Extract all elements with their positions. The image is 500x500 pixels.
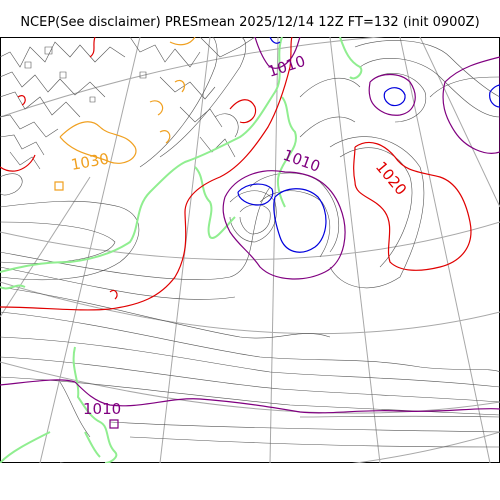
coastline <box>194 166 236 239</box>
pressure-map: 1010 1010 1020 1030 1010 <box>0 37 500 463</box>
latitude-line <box>0 37 386 118</box>
contour-1030 <box>54 37 196 191</box>
coastline <box>339 37 363 80</box>
latitude-line <box>0 221 500 261</box>
meridian-line <box>0 176 91 318</box>
latitude-line <box>0 281 500 335</box>
coastline <box>276 96 297 208</box>
label-1010-south: 1010 <box>83 400 121 418</box>
contour-1020 <box>0 37 472 311</box>
meridian-line <box>39 37 141 463</box>
contour-1010 <box>0 37 500 429</box>
coastline <box>84 431 101 458</box>
map-title: NCEP(See disclaimer) PRESmean 2025/12/14… <box>20 15 480 30</box>
coastline <box>0 37 283 273</box>
contour-low <box>237 37 500 253</box>
coastline <box>0 431 51 463</box>
terrain-contours <box>0 37 256 196</box>
meridian-line <box>419 37 500 208</box>
meridian-line <box>329 37 381 463</box>
meridian-line <box>399 37 491 463</box>
coastline <box>0 284 26 290</box>
